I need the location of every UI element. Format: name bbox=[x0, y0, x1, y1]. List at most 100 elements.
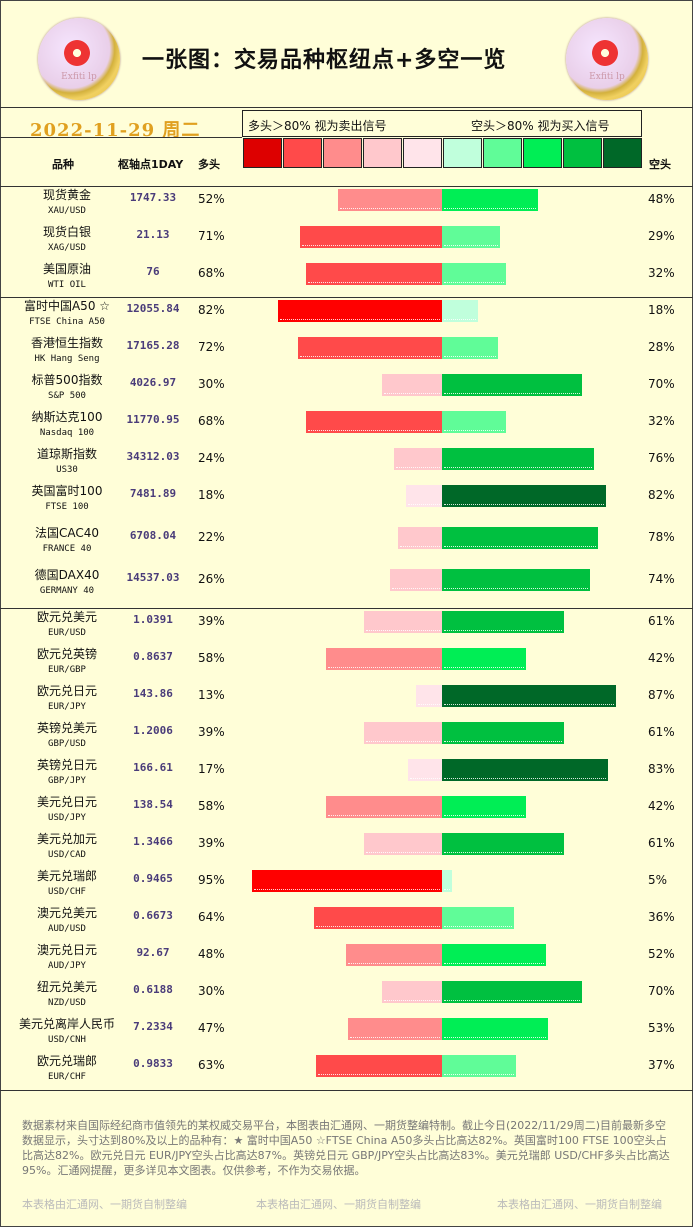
row-pivot: 34312.03 bbox=[126, 450, 180, 463]
row-short-percent: 18% bbox=[648, 303, 675, 317]
row-short-percent: 32% bbox=[648, 266, 675, 280]
short-bar bbox=[442, 448, 594, 470]
row-pivot: 0.6673 bbox=[133, 909, 173, 922]
legend-box: 多头＞80% 视为卖出信号 空头＞80% 视为买入信号 bbox=[242, 110, 642, 137]
row-code: USD/JPY bbox=[48, 813, 86, 823]
row-pivot: 1.0391 bbox=[133, 613, 173, 626]
row-name: 德国DAX40 bbox=[34, 568, 100, 582]
row-code: FTSE China A50 bbox=[29, 317, 105, 327]
row-pivot: 0.6188 bbox=[133, 983, 173, 996]
row-long-percent: 30% bbox=[198, 377, 225, 391]
row-name: 美元兑加元 bbox=[36, 832, 97, 846]
row-pivot: 1.3466 bbox=[133, 835, 173, 848]
row-long-percent: 39% bbox=[198, 836, 225, 850]
row-pivot: 0.8637 bbox=[133, 650, 173, 663]
row-name: 美国原油 bbox=[42, 262, 91, 276]
long-bar bbox=[398, 527, 442, 549]
row-name: 美元兑瑞郎 bbox=[36, 869, 97, 883]
row-code: USD/CHF bbox=[48, 887, 86, 897]
short-bar bbox=[442, 485, 606, 507]
row-name: 欧元兑英镑 bbox=[36, 647, 97, 661]
row-short-percent: 53% bbox=[648, 1021, 675, 1035]
row-name: 英国富时100 bbox=[31, 484, 103, 498]
short-bar bbox=[442, 907, 514, 929]
row-pivot: 4026.97 bbox=[129, 376, 177, 389]
row-short-percent: 61% bbox=[648, 614, 675, 628]
row-long-percent: 48% bbox=[198, 947, 225, 961]
long-bar bbox=[278, 300, 442, 322]
short-bar bbox=[442, 759, 608, 781]
legend-sell-text: 多头＞80% 视为卖出信号 bbox=[248, 119, 387, 133]
row-code: AUD/JPY bbox=[48, 961, 86, 971]
scale-swatch bbox=[283, 138, 322, 168]
long-bar bbox=[390, 569, 442, 591]
long-bar bbox=[298, 337, 442, 359]
row-code: US30 bbox=[56, 465, 78, 475]
flower-icon bbox=[590, 38, 620, 68]
row-name: 澳元兑美元 bbox=[36, 906, 97, 920]
short-bar bbox=[442, 189, 538, 211]
short-bar bbox=[442, 411, 506, 433]
row-pivot: 7481.89 bbox=[129, 487, 177, 500]
row-pivot: 166.61 bbox=[133, 761, 173, 774]
row-name: 欧元兑美元 bbox=[36, 610, 97, 624]
header-pivot: 枢轴点1DAY bbox=[118, 158, 184, 171]
row-code: HK Hang Seng bbox=[34, 354, 100, 364]
section-divider bbox=[0, 1090, 693, 1091]
short-bar bbox=[442, 226, 500, 248]
row-short-percent: 87% bbox=[648, 688, 675, 702]
long-bar bbox=[364, 722, 442, 744]
row-pivot: 138.54 bbox=[133, 798, 173, 811]
row-short-percent: 61% bbox=[648, 725, 675, 739]
short-bar bbox=[442, 685, 616, 707]
header-short: 空头 bbox=[649, 158, 671, 171]
row-pivot: 17165.28 bbox=[126, 339, 180, 352]
row-code: WTI OIL bbox=[48, 280, 86, 290]
row-long-percent: 26% bbox=[198, 572, 225, 586]
watermark-right: 本表格由汇通网、一期货自制整编 bbox=[497, 1198, 662, 1211]
logo-right-text: Exfiti lp bbox=[589, 72, 625, 82]
row-pivot: 76 bbox=[146, 265, 160, 278]
date-label: 2022-11-29 周二 bbox=[30, 120, 201, 141]
short-bar bbox=[442, 722, 564, 744]
row-pivot: 1.2006 bbox=[133, 724, 173, 737]
row-pivot: 92.67 bbox=[136, 946, 170, 959]
long-bar bbox=[316, 1055, 442, 1077]
short-bar bbox=[442, 833, 564, 855]
short-bar bbox=[442, 527, 598, 549]
long-bar bbox=[382, 981, 442, 1003]
row-short-percent: 28% bbox=[648, 340, 675, 354]
row-long-percent: 24% bbox=[198, 451, 225, 465]
row-short-percent: 76% bbox=[648, 451, 675, 465]
scale-swatch bbox=[603, 138, 642, 168]
scale-swatch bbox=[483, 138, 522, 168]
row-long-percent: 30% bbox=[198, 984, 225, 998]
short-bar bbox=[442, 300, 478, 322]
watermark-left: 本表格由汇通网、一期货自制整编 bbox=[22, 1198, 187, 1211]
row-pivot: 21.13 bbox=[136, 228, 170, 241]
row-code: EUR/USD bbox=[48, 628, 86, 638]
long-bar bbox=[326, 648, 442, 670]
row-long-percent: 64% bbox=[198, 910, 225, 924]
row-name: 英镑兑日元 bbox=[36, 758, 97, 772]
row-pivot: 12055.84 bbox=[126, 302, 180, 315]
row-name: 欧元兑日元 bbox=[36, 684, 97, 698]
short-bar bbox=[442, 569, 590, 591]
row-long-percent: 39% bbox=[198, 614, 225, 628]
row-pivot: 0.9465 bbox=[133, 872, 173, 885]
row-name: 现货黄金 bbox=[42, 188, 91, 202]
row-code: FRANCE 40 bbox=[42, 544, 92, 554]
long-bar bbox=[408, 759, 442, 781]
row-name: 英镑兑美元 bbox=[36, 721, 97, 735]
watermark-center: 本表格由汇通网、一期货自制整编 bbox=[256, 1198, 421, 1211]
long-bar bbox=[306, 411, 442, 433]
row-long-percent: 47% bbox=[198, 1021, 225, 1035]
row-short-percent: 52% bbox=[648, 947, 675, 961]
long-bar bbox=[394, 448, 442, 470]
long-bar bbox=[348, 1018, 442, 1040]
header-name: 品种 bbox=[52, 158, 74, 171]
row-code: USD/CNH bbox=[48, 1035, 86, 1045]
row-short-percent: 5% bbox=[648, 873, 668, 887]
scale-swatch bbox=[443, 138, 482, 168]
long-bar bbox=[364, 833, 442, 855]
